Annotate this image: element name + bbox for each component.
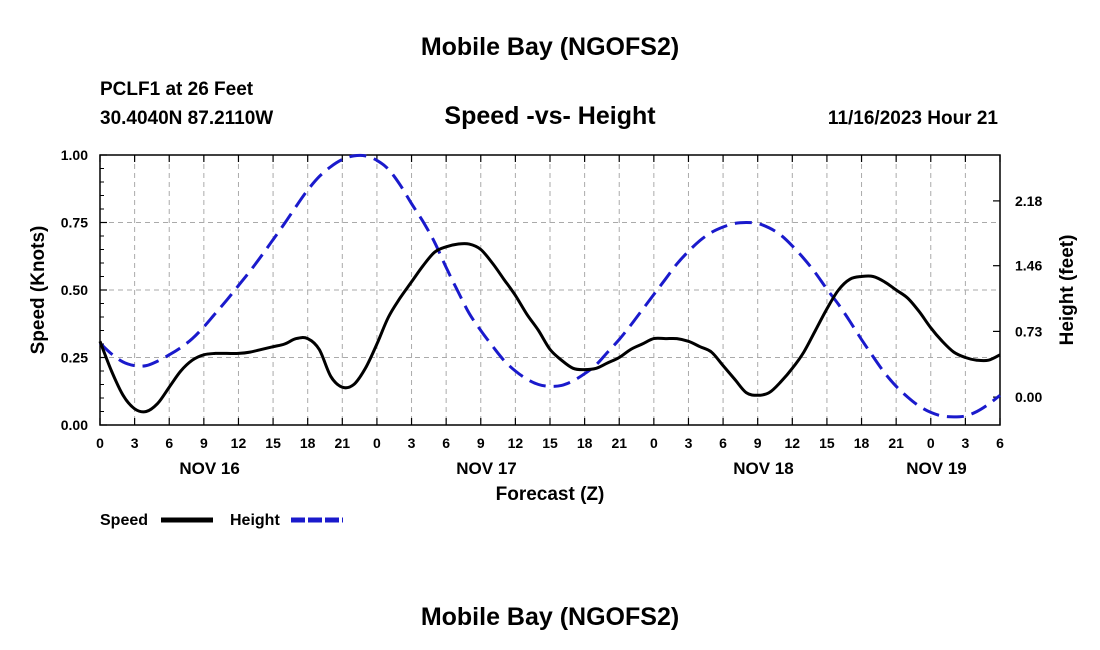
- date-label: NOV 17: [456, 459, 516, 478]
- x-tick-label: 21: [335, 435, 351, 451]
- legend: Speed Height: [100, 512, 343, 529]
- x-tick-label: 6: [719, 435, 727, 451]
- date-label: NOV 18: [733, 459, 793, 478]
- x-tick-label: 3: [685, 435, 693, 451]
- x-tick-label: 15: [819, 435, 835, 451]
- x-tick-label: 21: [888, 435, 904, 451]
- height-series-line: [98, 153, 1001, 419]
- x-tick-label: 18: [577, 435, 593, 451]
- y-axis-label-right: Height (feet): [1057, 235, 1078, 346]
- legend-label-speed: Speed: [100, 512, 148, 529]
- y-axis-right: 0.00 0.73 1.46 2.18: [993, 193, 1042, 405]
- y-right-tick-label: 0.00: [1015, 389, 1042, 405]
- x-tick-label: 3: [961, 435, 969, 451]
- y-axis-label-left: Speed (Knots): [28, 226, 49, 355]
- x-tick-label: 6: [442, 435, 450, 451]
- footer-title: Mobile Bay (NGOFS2): [421, 603, 679, 631]
- speed-series-line: [98, 242, 1001, 414]
- station-label: PCLF1 at 26 Feet: [100, 79, 254, 100]
- x-tick-label: 12: [231, 435, 247, 451]
- x-tick-label: 0: [650, 435, 658, 451]
- date-label: NOV 19: [906, 459, 966, 478]
- y-tick-label: 0.00: [61, 417, 88, 433]
- y-tick-label: 0.25: [61, 350, 88, 366]
- x-tick-label: 21: [611, 435, 627, 451]
- x-tick-label: 0: [373, 435, 381, 451]
- chart-title: Speed -vs- Height: [444, 102, 656, 130]
- y-axis-left: 0.00 0.25 0.50 0.75 1.00: [61, 147, 107, 433]
- x-axis-label: Forecast (Z): [496, 484, 605, 505]
- x-tick-label: 9: [477, 435, 485, 451]
- x-tick-label: 15: [265, 435, 281, 451]
- y-tick-label: 0.75: [61, 215, 88, 231]
- x-tick-label: 9: [754, 435, 762, 451]
- y-right-tick-label: 0.73: [1015, 323, 1042, 339]
- y-tick-label: 1.00: [61, 147, 88, 163]
- page-title: Mobile Bay (NGOFS2): [421, 33, 679, 61]
- forecast-timestamp: 11/16/2023 Hour 21: [828, 108, 998, 129]
- station-coords: 30.4040N 87.2110W: [100, 108, 273, 129]
- legend-label-height: Height: [230, 512, 280, 529]
- x-tick-label: 18: [300, 435, 316, 451]
- plot-grid: [100, 155, 1000, 425]
- x-tick-label: 0: [96, 435, 104, 451]
- x-tick-label: 0: [927, 435, 935, 451]
- x-tick-label: 3: [131, 435, 139, 451]
- x-tick-label: 12: [785, 435, 801, 451]
- x-tick-label: 15: [542, 435, 558, 451]
- date-labels: NOV 16 NOV 17 NOV 18 NOV 19: [179, 459, 966, 478]
- x-tick-label: 9: [200, 435, 208, 451]
- x-tick-label: 18: [854, 435, 870, 451]
- x-tick-label: 6: [165, 435, 173, 451]
- x-tick-label: 6: [996, 435, 1004, 451]
- x-tick-label: 12: [508, 435, 524, 451]
- x-tick-label: 3: [408, 435, 416, 451]
- y-right-tick-label: 2.18: [1015, 193, 1042, 209]
- x-axis: 0 3 6 9 12 15 18 21 0 3 6 9 12 15 18 21 0 3 6 9 12 15 18 21 0 3 6: [96, 155, 1004, 451]
- date-label: NOV 16: [179, 459, 239, 478]
- y-right-tick-label: 1.46: [1015, 258, 1042, 274]
- y-tick-label: 0.50: [61, 282, 88, 298]
